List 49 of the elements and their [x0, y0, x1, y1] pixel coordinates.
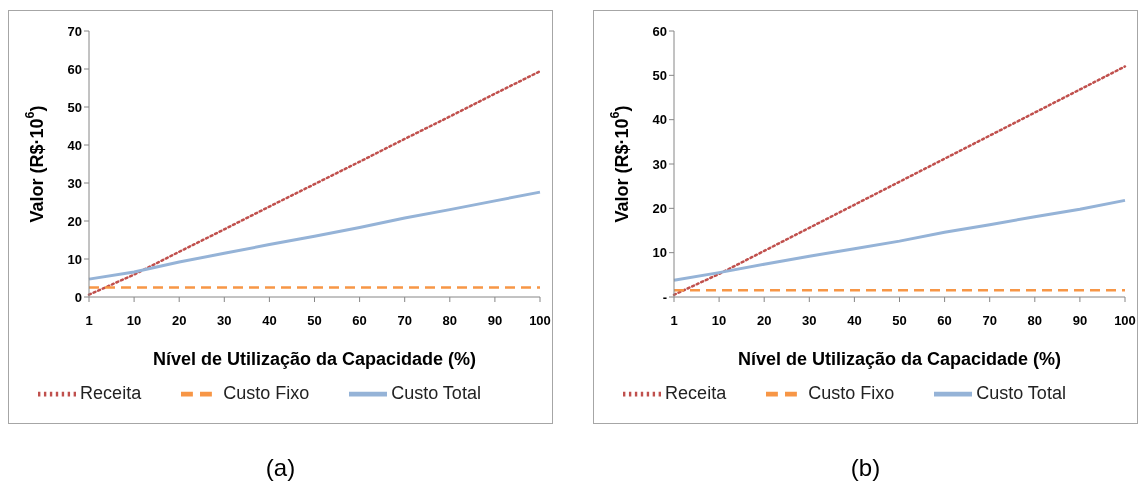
- y-tick-label: 50: [67, 99, 82, 115]
- y-tick-label: 30: [652, 156, 667, 172]
- y-tick-label: 40: [652, 112, 667, 128]
- x-tick-label: 80: [442, 313, 458, 329]
- legend-label: Receita: [665, 382, 727, 403]
- x-tick-label: 70: [982, 313, 997, 329]
- x-tick-label: 30: [217, 313, 232, 329]
- x-tick-label: 20: [756, 313, 772, 329]
- y-tick-label: 40: [67, 137, 82, 153]
- legend-label: Custo Fixo: [808, 382, 895, 403]
- y-tick-label: 60: [652, 23, 667, 39]
- legend-label: Custo Total: [976, 382, 1066, 403]
- y-tick-label: 30: [67, 175, 82, 191]
- y-tick-label: 10: [67, 251, 82, 267]
- text: (a): [264, 454, 297, 482]
- y-tick-label: 20: [67, 213, 82, 229]
- y-tick-label: 20: [652, 200, 667, 216]
- y-tick-label: 60: [67, 61, 82, 77]
- y-tick-label: 10: [652, 245, 667, 261]
- x-tick-label: 60: [352, 313, 367, 329]
- legend-label: Custo Total: [391, 382, 481, 403]
- x-tick-label: 10: [126, 313, 142, 329]
- x-tick-label: 1: [85, 313, 93, 329]
- y-tick-label: 50: [652, 67, 667, 83]
- x-tick-label: 100: [1114, 313, 1136, 329]
- legend-label: Receita: [80, 382, 142, 403]
- line-series: [87, 190, 542, 281]
- y-tick-label: 70: [67, 23, 82, 39]
- x-tick-label: 40: [847, 313, 862, 329]
- x-tick-label: 20: [171, 313, 187, 329]
- x-tick-label: 70: [397, 313, 412, 329]
- y-tick-label: -: [662, 289, 667, 305]
- text: (b): [849, 454, 882, 482]
- x-tick-label: 60: [937, 313, 952, 329]
- x-tick-label: 90: [487, 313, 503, 329]
- x-tick-label: 50: [892, 313, 907, 329]
- line-series: [672, 198, 1127, 282]
- x-tick-label: 50: [307, 313, 322, 329]
- x-tick-label: 1: [670, 313, 678, 329]
- x-tick-label: 10: [711, 313, 727, 329]
- legend-label: Custo Fixo: [223, 382, 310, 403]
- x-tick-label: 40: [262, 313, 277, 329]
- x-axis-title: Nível de Utilização da Capacidade (%): [737, 349, 1062, 369]
- y-tick-label: 0: [74, 289, 82, 305]
- x-axis-title: Nível de Utilização da Capacidade (%): [152, 349, 477, 369]
- x-tick-label: 100: [529, 313, 551, 329]
- x-tick-label: 90: [1072, 313, 1088, 329]
- x-tick-label: 30: [802, 313, 817, 329]
- x-tick-label: 80: [1027, 313, 1043, 329]
